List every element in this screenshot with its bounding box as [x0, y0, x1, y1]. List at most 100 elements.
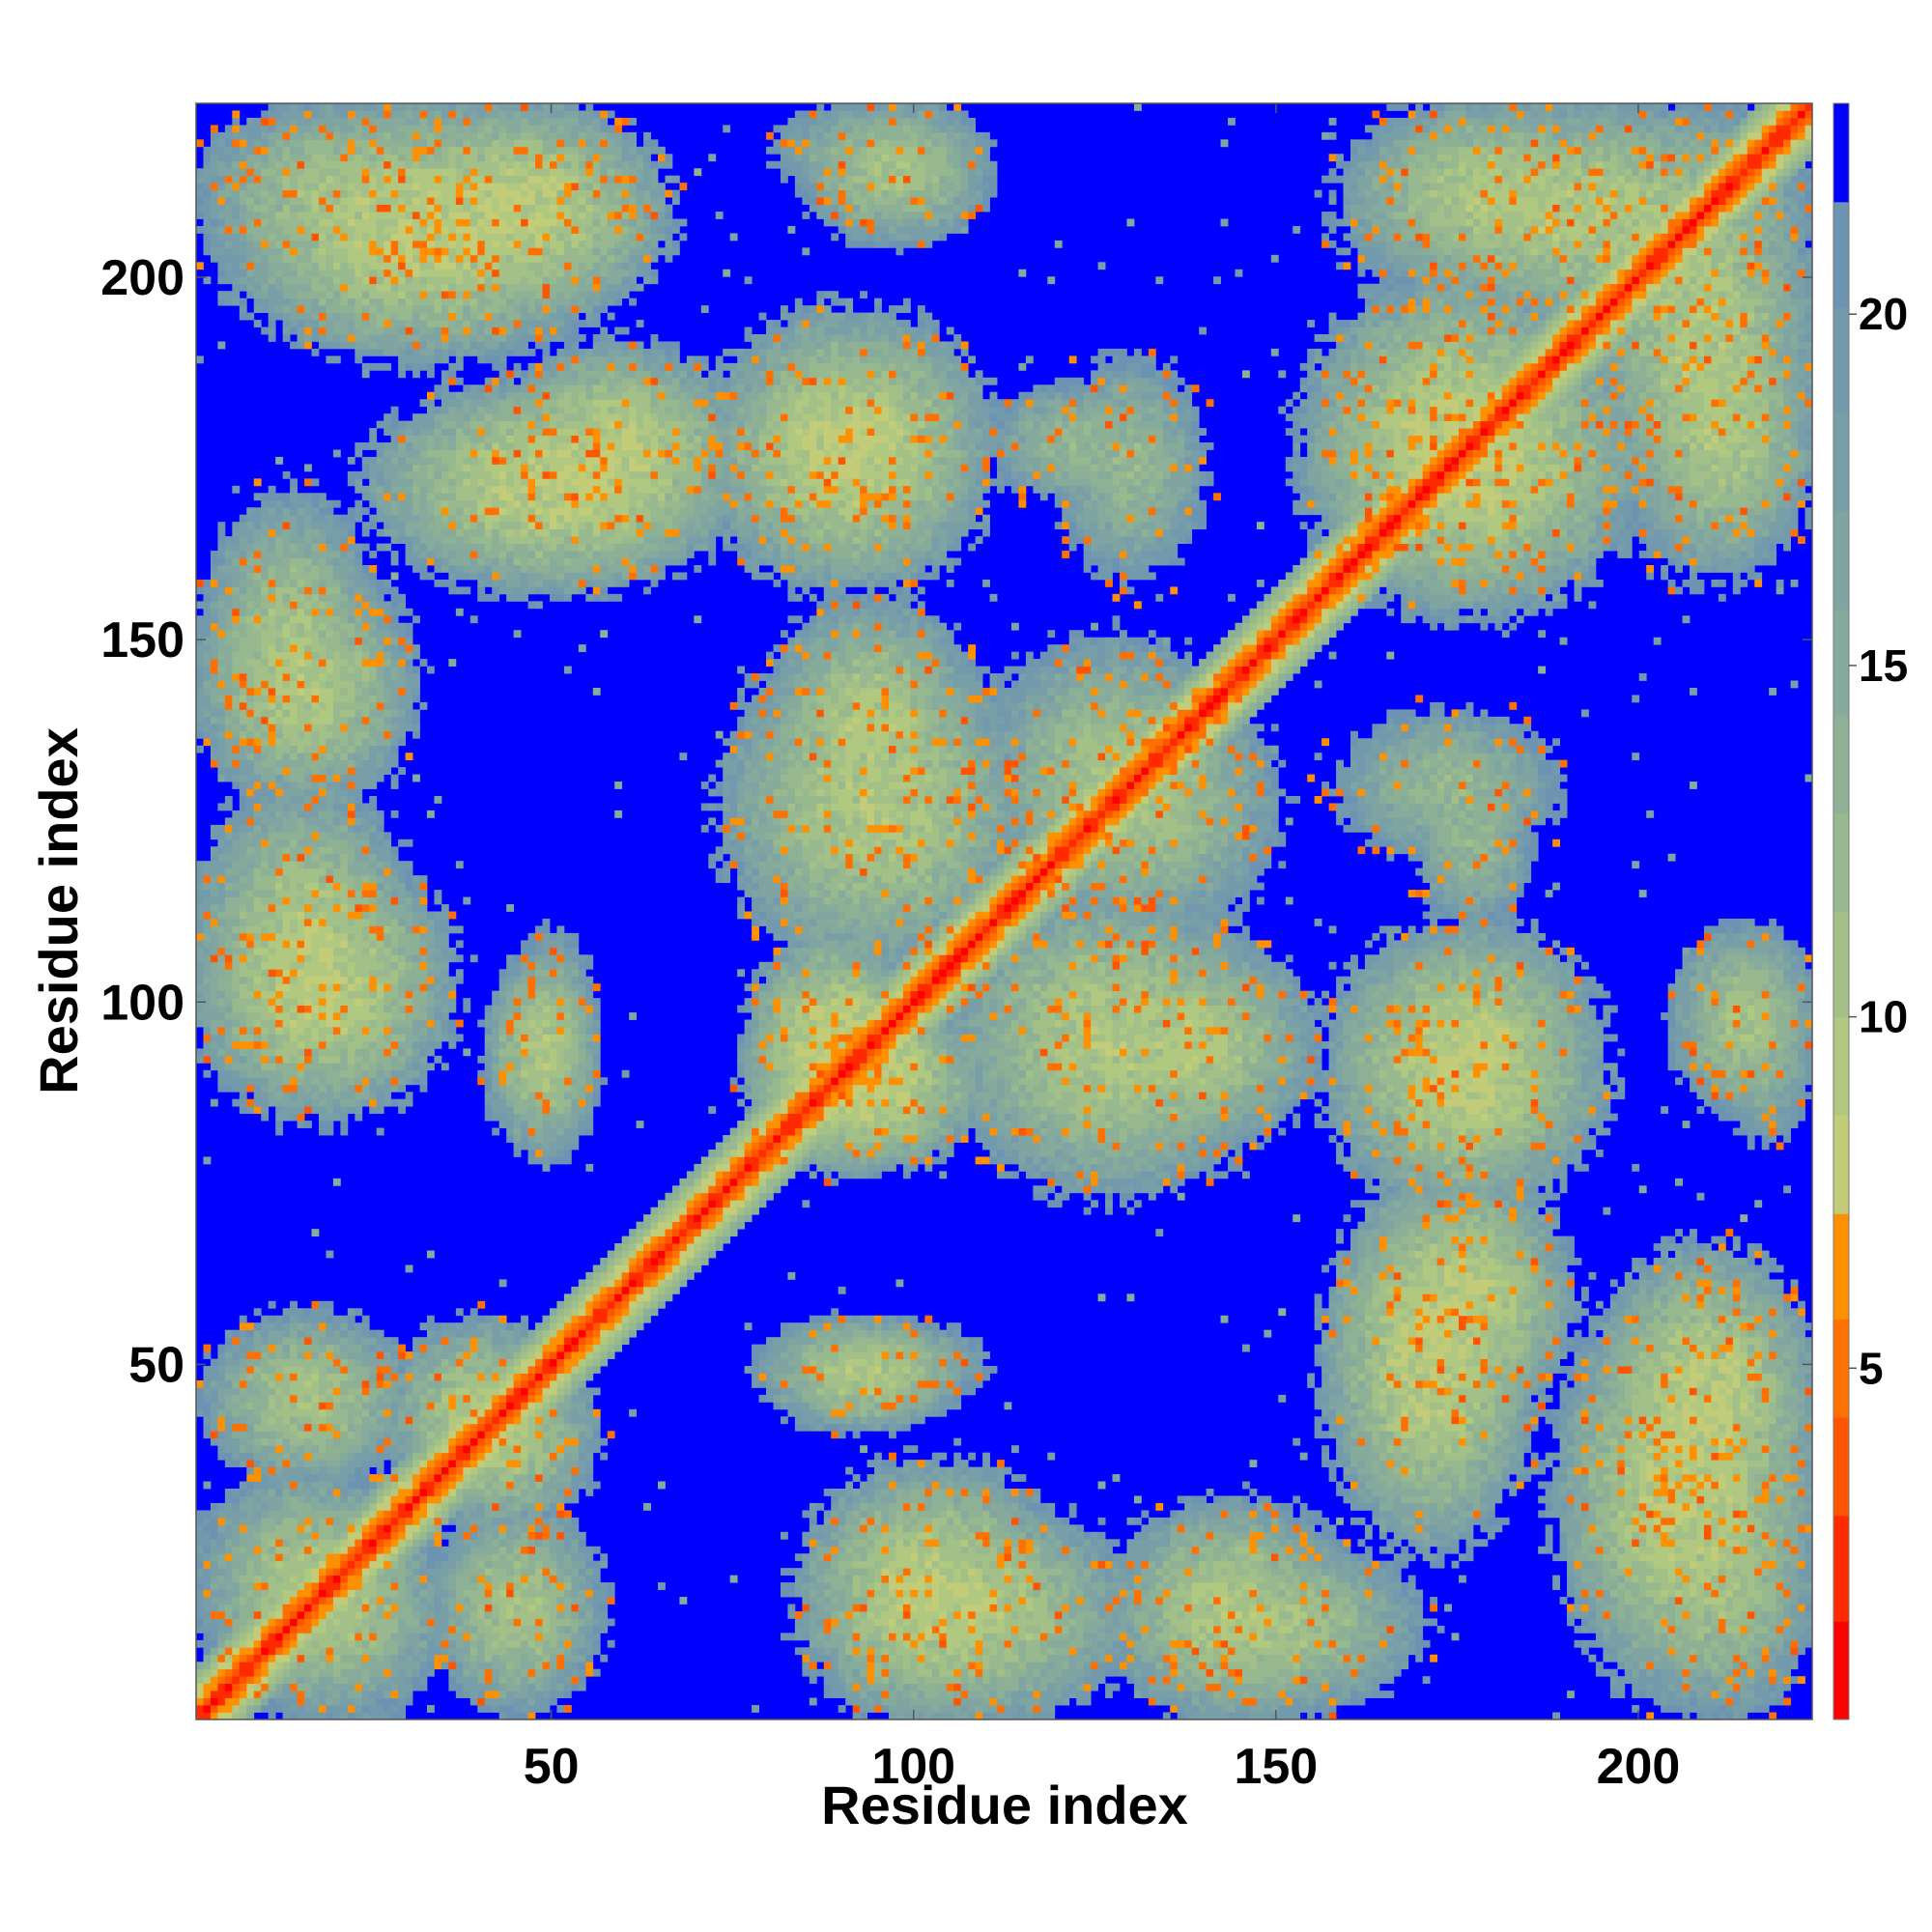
heatmap-cell: [232, 1547, 240, 1554]
heatmap-cell: [203, 1020, 211, 1028]
heatmap-cell: [232, 276, 240, 284]
heatmap-cell: [232, 1374, 240, 1381]
heatmap-cell: [232, 630, 240, 638]
heatmap-cell: [240, 1597, 247, 1605]
heatmap-cell: [217, 522, 225, 529]
heatmap-cell: [232, 933, 240, 941]
heatmap-cell: [203, 1518, 211, 1525]
heatmap-cell: [217, 544, 225, 552]
heatmap-cell: [203, 912, 211, 920]
heatmap-cell: [211, 825, 218, 833]
heatmap-cell: [196, 1611, 204, 1619]
heatmap-cell: [217, 717, 225, 724]
heatmap-cell: [225, 1582, 233, 1590]
heatmap-cell: [232, 1539, 240, 1547]
heatmap-cell: [196, 355, 204, 363]
heatmap-cell: [232, 846, 240, 854]
heatmap-cell: [217, 1690, 225, 1698]
heatmap-cell: [196, 1020, 204, 1028]
heatmap-cell: [217, 912, 225, 920]
heatmap-cell: [225, 1359, 233, 1367]
heatmap-cell: [240, 695, 247, 702]
heatmap-cell: [232, 1359, 240, 1367]
heatmap-cell: [217, 1713, 225, 1720]
heatmap-cell: [203, 1345, 211, 1352]
heatmap-cell: [217, 565, 225, 573]
heatmap-cell: [225, 1539, 233, 1547]
heatmap-cell: [196, 983, 204, 991]
heatmap-cell: [240, 1518, 247, 1525]
heatmap-cell: [211, 969, 218, 977]
heatmap-cell: [211, 558, 218, 566]
heatmap-cell: [196, 933, 204, 941]
heatmap-cell: [196, 1662, 204, 1669]
heatmap-cell: [211, 168, 218, 176]
heatmap-cell: [196, 897, 204, 905]
heatmap-cell: [232, 572, 240, 580]
heatmap-cell: [232, 609, 240, 616]
heatmap-cell: [232, 1489, 240, 1496]
heatmap-cell: [211, 190, 218, 198]
heatmap-cell: [203, 1605, 211, 1612]
heatmap-cell: [217, 1676, 225, 1684]
heatmap-cell: [217, 1424, 225, 1432]
heatmap-cell: [211, 1402, 218, 1409]
heatmap-cell: [203, 147, 211, 155]
heatmap-cell: [225, 1647, 233, 1655]
heatmap-cell: [232, 644, 240, 652]
heatmap-cell: [225, 767, 233, 775]
heatmap-cell: [232, 681, 240, 689]
heatmap-cell: [232, 1063, 240, 1070]
heatmap-cell: [217, 1647, 225, 1655]
heatmap-cell: [217, 659, 225, 667]
heatmap-cell: [225, 1633, 233, 1640]
heatmap-cell: [217, 551, 225, 558]
heatmap-cell: [203, 1351, 211, 1359]
heatmap-cell: [240, 1547, 247, 1554]
heatmap-cell: [211, 883, 218, 891]
heatmap-cell: [196, 615, 204, 623]
heatmap-cell: [225, 1366, 233, 1374]
heatmap-cell: [211, 738, 218, 746]
heatmap-cell: [232, 176, 240, 184]
heatmap-cell: [217, 861, 225, 868]
heatmap-cell: [225, 1020, 233, 1028]
heatmap-cell: [217, 1547, 225, 1554]
heatmap-cell: [232, 1351, 240, 1359]
heatmap-cell: [225, 197, 233, 205]
heatmap-cell: [217, 897, 225, 905]
heatmap-cell: [225, 738, 233, 746]
heatmap-cell: [211, 1532, 218, 1540]
heatmap-cell: [225, 1510, 233, 1518]
heatmap-cell: [232, 1568, 240, 1576]
heatmap-cell: [196, 1713, 204, 1720]
heatmap-cell: [211, 681, 218, 689]
heatmap-cell: [196, 1676, 204, 1684]
heatmap-cell: [225, 1568, 233, 1576]
heatmap-cell: [203, 241, 211, 248]
heatmap-cell: [217, 1006, 225, 1013]
heatmap-cell: [217, 1034, 225, 1041]
heatmap-cell: [240, 1322, 247, 1330]
heatmap-cell: [232, 1012, 240, 1020]
heatmap-cell: [217, 536, 225, 544]
heatmap-cell: [225, 1547, 233, 1554]
heatmap-cell: [217, 1453, 225, 1461]
heatmap-cell: [232, 118, 240, 126]
heatmap-cell: [217, 615, 225, 623]
heatmap-cell: [240, 1482, 247, 1490]
heatmap-cell: [225, 1351, 233, 1359]
heatmap-cell: [240, 846, 247, 854]
heatmap-cell: [225, 1416, 233, 1424]
heatmap-cell: [232, 1662, 240, 1669]
heatmap-cell: [240, 1063, 247, 1070]
heatmap-cell: [211, 255, 218, 263]
heatmap-cell: [211, 1524, 218, 1532]
heatmap-cell: [225, 688, 233, 696]
heatmap-cell: [232, 659, 240, 667]
heatmap-cell: [240, 702, 247, 710]
heatmap-cell: [225, 580, 233, 587]
heatmap-cell: [240, 731, 247, 739]
heatmap-cell: [240, 1048, 247, 1056]
heatmap-cell: [196, 1056, 204, 1064]
